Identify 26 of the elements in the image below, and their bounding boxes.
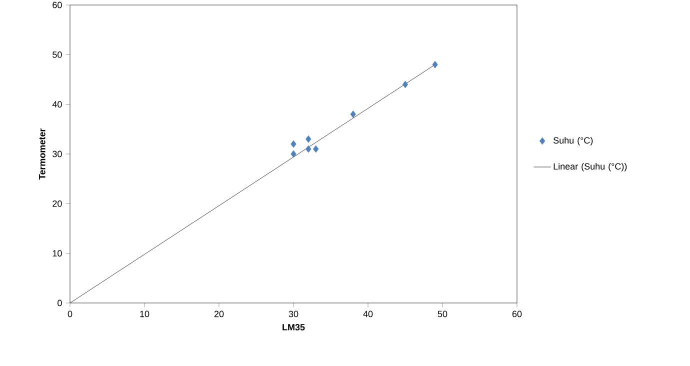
legend-label: Linear (Suhu (°C)) (554, 162, 627, 172)
x-tick-label: 0 (68, 310, 72, 318)
y-tick-label: 40 (52, 101, 62, 108)
x-tick-label: 30 (288, 310, 298, 318)
legend-label: Suhu (°C) (553, 136, 593, 146)
y-tick-label: 30 (52, 150, 62, 158)
x-tick-label: 50 (438, 310, 448, 318)
y-tick-label: 20 (52, 200, 62, 207)
x-tick-label: 10 (140, 310, 150, 318)
y-tick-label: 0 (58, 300, 62, 306)
x-tick-label: 20 (214, 310, 224, 318)
point (350, 110, 356, 118)
x-axis-title: LM35 (282, 324, 305, 330)
x-tick-label: 60 (512, 310, 522, 318)
point (306, 145, 312, 153)
point (306, 135, 312, 143)
x-tick-label: 40 (363, 310, 373, 318)
y-tick-label: 60 (52, 2, 62, 8)
y-tick-label: 50 (52, 51, 62, 58)
y-axis-title: Termometer (39, 128, 46, 180)
y-tick-label: 10 (52, 250, 62, 257)
point (432, 60, 438, 68)
point (402, 80, 408, 88)
point (290, 150, 296, 158)
point (290, 140, 296, 148)
point (313, 145, 319, 153)
